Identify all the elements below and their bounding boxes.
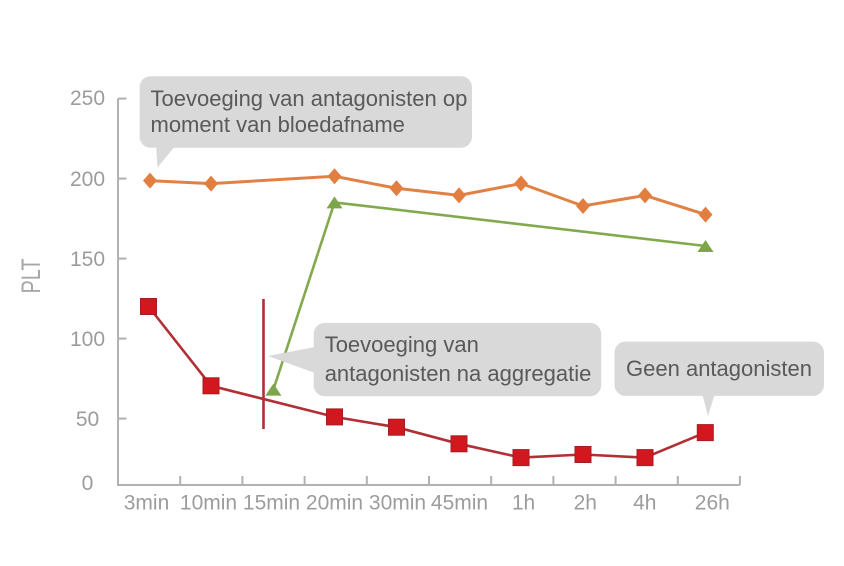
svg-text:Toevoeging van antagonisten op: Toevoeging van antagonisten op xyxy=(151,86,468,111)
svg-text:30min: 30min xyxy=(369,492,426,515)
svg-text:45min: 45min xyxy=(431,492,488,515)
svg-text:50: 50 xyxy=(76,408,99,431)
svg-text:3min: 3min xyxy=(124,492,170,515)
svg-text:15min: 15min xyxy=(243,492,300,515)
svg-text:Geen antagonisten: Geen antagonisten xyxy=(626,356,812,381)
svg-text:100: 100 xyxy=(70,328,105,351)
svg-text:2h: 2h xyxy=(574,492,597,515)
svg-text:4h: 4h xyxy=(633,492,656,515)
svg-text:PLT: PLT xyxy=(16,259,46,294)
svg-text:26h: 26h xyxy=(695,492,730,515)
svg-text:20min: 20min xyxy=(306,492,363,515)
svg-text:antagonisten na aggregatie: antagonisten na aggregatie xyxy=(325,361,592,386)
svg-text:0: 0 xyxy=(82,472,94,495)
svg-text:1h: 1h xyxy=(512,492,535,515)
svg-text:200: 200 xyxy=(70,168,105,191)
svg-text:150: 150 xyxy=(70,248,105,271)
svg-text:250: 250 xyxy=(70,87,105,110)
svg-text:moment van bloedafname: moment van bloedafname xyxy=(151,112,405,137)
svg-text:Toevoeging van: Toevoeging van xyxy=(325,332,479,357)
svg-text:10min: 10min xyxy=(180,492,237,515)
